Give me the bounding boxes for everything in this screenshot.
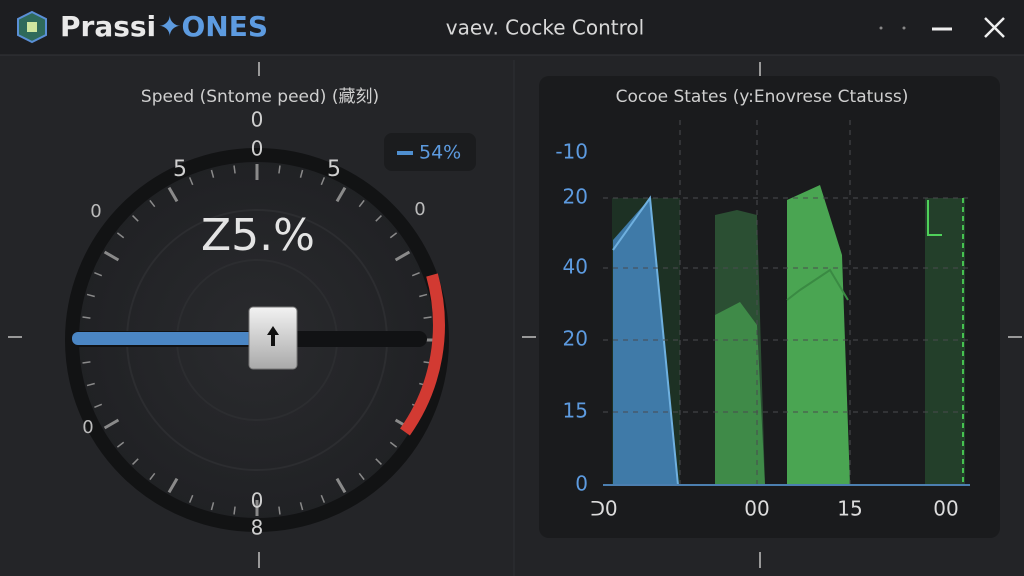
dial-tick: [375, 215, 382, 222]
chart-title: Cocoe States (y:Enovrese Ctatuss): [616, 87, 909, 107]
dial-tick: [278, 165, 281, 174]
dial-tick: [419, 293, 428, 298]
dial-tick: [411, 271, 420, 277]
menu-dot: [902, 26, 906, 30]
dial-tick: [299, 169, 304, 178]
y-label: 20: [563, 185, 588, 209]
dial-tick: [103, 418, 120, 430]
menu-dot: [879, 26, 883, 30]
dial-tick: [358, 472, 365, 481]
dial-label: 5: [173, 157, 187, 182]
dial-tick: [375, 458, 382, 465]
dial-label: 0: [251, 489, 264, 513]
dial-tick: [116, 232, 125, 239]
close-button[interactable]: [984, 17, 1005, 38]
dial-tick: [335, 477, 347, 494]
dial-tick: [358, 199, 365, 208]
dial-tick: [394, 250, 411, 262]
dial-label: 0: [90, 201, 101, 222]
badge-value: 54%: [419, 142, 461, 164]
x-label: 15: [837, 497, 862, 521]
brand-name: Prassi: [60, 10, 156, 43]
dial-label: 0: [251, 108, 264, 132]
dial-tick: [132, 458, 139, 465]
x-label: ᑐ0: [590, 497, 617, 521]
dial-tick: [188, 177, 194, 186]
y-label: 15: [563, 399, 588, 423]
dial-tick: [149, 199, 156, 208]
dial-tick: [94, 271, 103, 277]
dial-tick: [132, 215, 139, 222]
badge: [384, 133, 476, 171]
dial-tick: [233, 165, 236, 174]
dial-label: 8: [251, 516, 264, 540]
dial-tick: [299, 502, 304, 511]
y-label: -10: [555, 140, 588, 164]
dial-label: 5: [327, 157, 341, 182]
dial-tick: [233, 506, 236, 515]
app-logo: [17, 10, 47, 44]
gauge-title: Speed (Sntome peed) (藏刻): [141, 87, 379, 107]
dial-tick: [167, 477, 179, 494]
dial-tick: [320, 177, 326, 186]
dial-tick: [423, 316, 432, 319]
chart-grid: [603, 120, 970, 485]
dial-tick: [210, 169, 215, 178]
y-label: 40: [563, 255, 588, 279]
dial-tick: [278, 506, 281, 515]
dial-tick: [82, 361, 91, 364]
dial-tick: [210, 502, 215, 511]
dial-tick: [94, 403, 103, 409]
handle-arrow: [267, 326, 279, 346]
chart-areas: [612, 185, 965, 486]
window-title: vaev. Cocke Control: [446, 16, 644, 40]
speed-readout: Z5.%: [201, 210, 315, 261]
dial-label: 0: [82, 417, 93, 438]
dial-tick: [103, 250, 120, 262]
dial-tick: [389, 232, 398, 239]
x-label: 00: [744, 497, 769, 521]
dial-tick: [86, 293, 95, 298]
y-label: 20: [563, 327, 588, 351]
brand-accent: ✦ONES: [158, 10, 268, 43]
dial-tick: [188, 494, 194, 503]
title-bar: [0, 0, 1024, 55]
dial-label: 0: [251, 137, 264, 161]
y-label: 0: [575, 472, 588, 496]
dial-tick: [389, 441, 398, 448]
x-label: 00: [933, 497, 958, 521]
dial-label: 0: [414, 199, 425, 220]
dial-tick: [335, 186, 347, 203]
danger-arc: [400, 273, 445, 436]
dial-tick: [86, 382, 95, 387]
dial-tick: [167, 186, 179, 203]
dial-tick: [320, 494, 326, 503]
dial-tick: [82, 316, 91, 319]
dial-tick: [116, 441, 125, 448]
dial-tick: [149, 472, 156, 481]
slider-fill: [72, 332, 257, 345]
